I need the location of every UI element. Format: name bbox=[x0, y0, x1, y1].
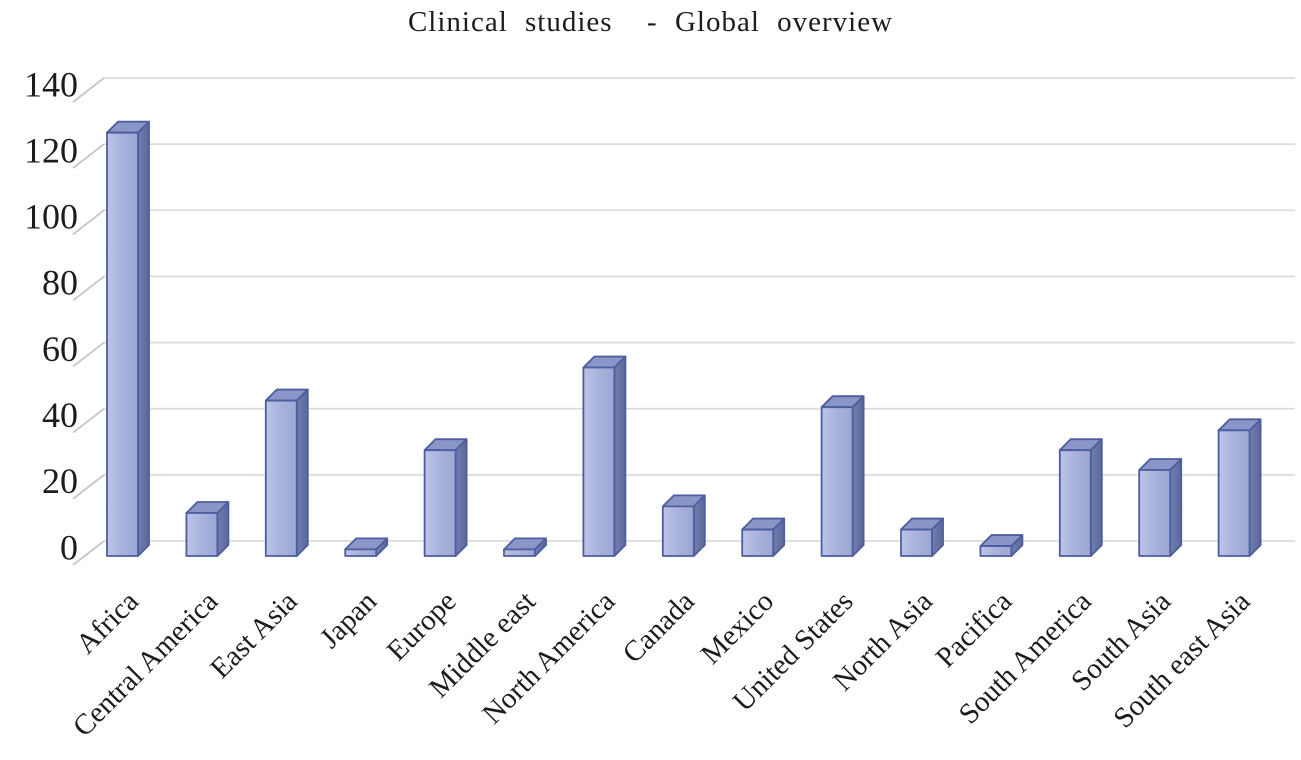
y-axis-label: 20 bbox=[42, 461, 78, 501]
x-axis-label-east-asia: East Asia bbox=[204, 585, 304, 685]
bar-side-canada bbox=[692, 494, 706, 557]
y-axis-label: 60 bbox=[42, 329, 78, 369]
bar-side-europe bbox=[454, 438, 468, 557]
bar-pacifica bbox=[979, 545, 1013, 557]
bar-north-asia bbox=[900, 528, 933, 557]
bar-united-states bbox=[820, 406, 854, 557]
bar-africa bbox=[106, 131, 139, 557]
bar-central-america bbox=[185, 512, 219, 557]
y-axis-label: 100 bbox=[24, 197, 78, 237]
y-axis-tick bbox=[72, 209, 105, 235]
bar-side-south-asia bbox=[1169, 458, 1183, 557]
x-axis-label-canada: Canada bbox=[617, 585, 701, 669]
bar-east-asia bbox=[264, 399, 298, 557]
bar-side-united-states bbox=[851, 395, 865, 557]
y-axis-label: 120 bbox=[24, 130, 78, 170]
y-axis-tick bbox=[72, 408, 105, 434]
y-axis-label: 80 bbox=[42, 263, 78, 303]
bar-middle-east bbox=[503, 548, 536, 557]
y-axis-tick bbox=[72, 143, 105, 169]
bar-side-north-america bbox=[613, 355, 627, 557]
x-axis-label-japan: Japan bbox=[314, 585, 384, 655]
bar-side-south-east-asia bbox=[1248, 418, 1262, 557]
bar-side-central-america bbox=[216, 501, 230, 557]
bar-side-africa bbox=[137, 120, 150, 557]
y-axis-tick bbox=[72, 540, 105, 566]
y-axis-tick bbox=[72, 341, 105, 368]
bar-south-asia bbox=[1138, 469, 1172, 557]
x-axis-label-south-east-asia: South east Asia bbox=[1107, 585, 1256, 734]
bar-japan bbox=[344, 548, 378, 557]
chart-title: Clinical studies - Global overview bbox=[407, 6, 894, 38]
bar-south-east-asia bbox=[1217, 429, 1251, 557]
y-axis-tick bbox=[72, 77, 105, 103]
x-axis-label-central-america: Central America bbox=[67, 585, 225, 743]
x-axis-label-africa: Africa bbox=[70, 585, 145, 660]
bar-mexico bbox=[741, 528, 775, 557]
bar-canada bbox=[661, 505, 695, 557]
y-axis-label: 0 bbox=[60, 527, 78, 567]
bar-north-america bbox=[582, 366, 616, 557]
y-axis-tick bbox=[72, 275, 105, 302]
bar-side-east-asia bbox=[295, 388, 309, 557]
y-axis-label: 40 bbox=[42, 395, 78, 435]
bar-side-south-america bbox=[1089, 438, 1103, 557]
y-axis-tick bbox=[72, 474, 105, 500]
y-axis-label: 140 bbox=[24, 64, 78, 104]
bar-europe bbox=[423, 449, 457, 557]
bar-south-america bbox=[1058, 449, 1092, 557]
